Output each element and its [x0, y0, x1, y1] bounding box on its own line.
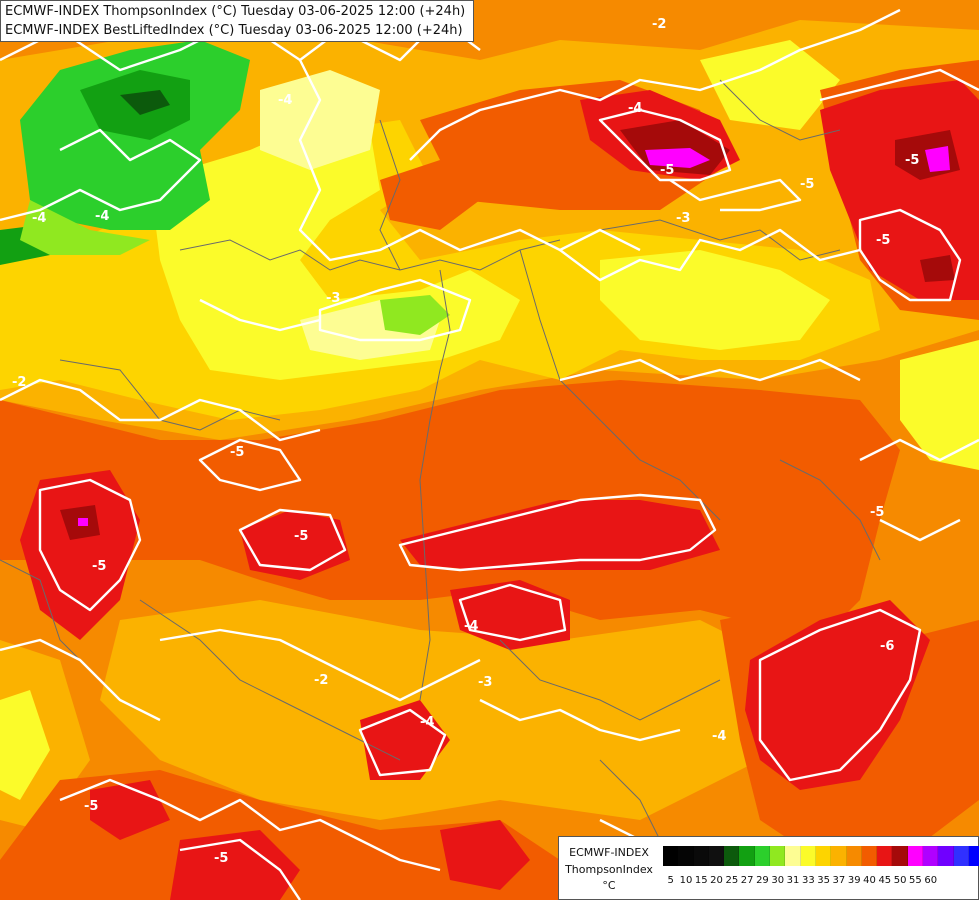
field-green-darker [120, 90, 170, 115]
contour-label: -6 [880, 639, 894, 654]
contour-label: -5 [800, 177, 814, 192]
contour-label: -3 [326, 291, 340, 306]
legend-tick-labels: 5 10 15 20 25 27 29 30 31 33 35 37 39 40 45 50 55 60 [663, 875, 979, 886]
field-light-green [20, 200, 150, 255]
field-deep-orange-nw [380, 160, 480, 230]
legend-tick-label: 30 [771, 875, 785, 886]
legend-swatch [877, 846, 893, 866]
field-yellow-east [600, 250, 830, 350]
field-red-11 [440, 820, 530, 890]
field-yellow-northeast [700, 40, 840, 130]
contour-label: -4 [712, 729, 726, 744]
legend-tick-label: 5 [667, 875, 674, 886]
legend-tick-label: 20 [710, 875, 723, 886]
contour-label: -4 [32, 211, 46, 226]
map-title-line-2: ECMWF-INDEX BestLiftedIndex (°C) Tuesday… [5, 23, 463, 38]
field-lime [380, 295, 450, 335]
legend-swatch [953, 846, 969, 866]
legend-swatch [861, 846, 878, 866]
legend-tick-label: 50 [893, 875, 907, 886]
contour-label: -2 [314, 673, 328, 688]
legend-tick-label [969, 875, 979, 886]
contour-label: -2 [652, 17, 666, 32]
legend-color-bar [663, 846, 979, 866]
legend-tick-label: 60 [924, 875, 938, 886]
field-magenta-3 [78, 518, 88, 526]
country-borders [0, 79, 881, 871]
legend-tick-label: 35 [817, 875, 830, 886]
contour-label: -5 [230, 445, 244, 460]
field-magenta-2 [925, 146, 950, 172]
contour-label: -5 [905, 153, 919, 168]
legend-tick-label: 25 [725, 875, 739, 886]
contour-label: -5 [876, 233, 890, 248]
contour-label: -4 [464, 619, 478, 634]
contour-label: -2 [12, 375, 26, 390]
legend-unit: °C [602, 879, 616, 892]
contour-label: -5 [660, 163, 674, 178]
legend-swatch [739, 846, 755, 866]
legend-tick-label: 40 [863, 875, 876, 886]
contour-label: -4 [628, 101, 642, 116]
legend-swatch [846, 846, 862, 866]
legend-swatch [770, 846, 786, 866]
legend-swatch [968, 846, 979, 866]
legend-tick-label: 55 [909, 875, 922, 886]
contour-label: -4 [95, 209, 109, 224]
legend-tick-label [954, 875, 969, 886]
color-legend: ECMWF-INDEX ThompsonIndex °C 5 10 15 20 25 27… [558, 836, 979, 900]
contour-label-group: -4 -5 -4 -2 -5 -5 -4 -3 -4 -2 -5 -3 -5 -… [12, 17, 919, 866]
field-red-3 [20, 470, 140, 640]
legend-tick-label: 10 [679, 875, 693, 886]
legend-swatch [785, 846, 801, 866]
legend-swatch [892, 846, 908, 866]
contour-label: -5 [214, 851, 228, 866]
legend-tick-label: 27 [740, 875, 754, 886]
legend-tick-label: 33 [801, 875, 815, 886]
legend-swatch [923, 846, 939, 866]
legend-tick-label: 29 [756, 875, 769, 886]
field-yellow-pale [260, 70, 380, 170]
map-title-box: ECMWF-INDEX ThompsonIndex (°C) Tuesday 0… [0, 0, 474, 42]
legend-tick-label: 15 [694, 875, 708, 886]
contour-label: -5 [84, 799, 98, 814]
legend-swatch [800, 846, 816, 866]
legend-swatch [693, 846, 709, 866]
field-amber-south [100, 600, 780, 820]
legend-swatch [678, 846, 694, 866]
legend-swatch [724, 846, 740, 866]
contour-label: -3 [478, 675, 492, 690]
legend-tick-label: 37 [832, 875, 846, 886]
legend-swatch [907, 846, 924, 866]
legend-swatch [663, 846, 679, 866]
contour-label: -5 [870, 505, 884, 520]
legend-tick-label [938, 875, 953, 886]
contour-label: -3 [676, 211, 690, 226]
contour-label: -5 [294, 529, 308, 544]
legend-swatch [708, 846, 725, 866]
contour-label: -4 [420, 715, 434, 730]
contour-label: -5 [92, 559, 106, 574]
legend-swatch [815, 846, 832, 866]
field-darkred-4 [920, 255, 955, 282]
field-red-5 [400, 500, 720, 570]
legend-swatch [831, 846, 847, 866]
legend-swatch [754, 846, 771, 866]
legend-title-2: ThompsonIndex [565, 863, 653, 876]
legend-tick-label: 39 [847, 875, 861, 886]
legend-swatch [938, 846, 954, 866]
map-title-line-1: ECMWF-INDEX ThompsonIndex (°C) Tuesday 0… [5, 4, 466, 19]
field-yellow-east-edge [900, 340, 979, 470]
field-deep-orange [0, 380, 900, 640]
legend-tick-label: 45 [878, 875, 892, 886]
field-yellow-west [0, 690, 50, 800]
field-red-7 [745, 600, 930, 790]
legend-title-1: ECMWF-INDEX [569, 846, 649, 859]
field-magenta-1 [645, 148, 710, 168]
contour-label: -4 [278, 93, 292, 108]
field-red-10 [170, 830, 300, 900]
legend-tick-label: 31 [786, 875, 800, 886]
